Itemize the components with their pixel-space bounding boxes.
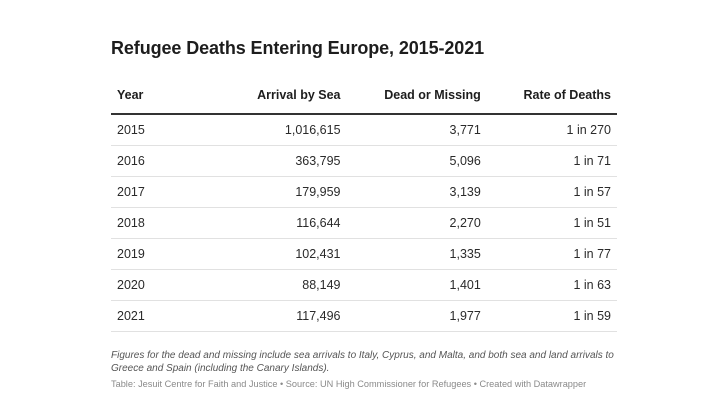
cell-dead-or-missing: 1,401: [346, 269, 487, 301]
cell-rate-of-deaths: 1 in 77: [486, 238, 617, 270]
table-row: 2021 117,496 1,977 1 in 59: [111, 300, 617, 332]
header-arrival-by-sea: Arrival by Sea: [209, 76, 347, 115]
table-card: Refugee Deaths Entering Europe, 2015-202…: [111, 36, 617, 390]
table-row: 2015 1,016,615 3,771 1 in 270: [111, 114, 617, 146]
cell-year: 2017: [111, 176, 210, 208]
cell-rate-of-deaths: 1 in 51: [486, 207, 617, 239]
cell-dead-or-missing: 3,771: [346, 114, 487, 146]
table-header: Year Arrival by Sea Dead or Missing Rate…: [111, 76, 617, 115]
cell-dead-or-missing: 3,139: [346, 176, 487, 208]
cell-year: 2021: [111, 300, 210, 332]
cell-dead-or-missing: 2,270: [346, 207, 487, 239]
header-year: Year: [111, 76, 210, 115]
cell-year: 2019: [111, 238, 210, 270]
table-source: Table: Jesuit Centre for Faith and Justi…: [111, 379, 587, 389]
cell-year: 2015: [111, 114, 210, 146]
header-dead-or-missing: Dead or Missing: [346, 76, 487, 115]
cell-dead-or-missing: 1,977: [346, 300, 487, 332]
cell-rate-of-deaths: 1 in 63: [486, 269, 617, 301]
header-row: Year Arrival by Sea Dead or Missing Rate…: [111, 76, 617, 115]
cell-arrival-by-sea: 88,149: [209, 269, 347, 301]
cell-arrival-by-sea: 116,644: [209, 207, 347, 239]
cell-year: 2020: [111, 269, 210, 301]
table-row: 2018 116,644 2,270 1 in 51: [111, 207, 617, 239]
cell-year: 2018: [111, 207, 210, 239]
table-title: Refugee Deaths Entering Europe, 2015-202…: [111, 38, 485, 58]
table-body: 2015 1,016,615 3,771 1 in 270 2016 363,7…: [111, 114, 617, 332]
data-table: Year Arrival by Sea Dead or Missing Rate…: [111, 76, 617, 332]
table-row: 2016 363,795 5,096 1 in 71: [111, 145, 617, 177]
table-row: 2017 179,959 3,139 1 in 57: [111, 176, 617, 208]
cell-arrival-by-sea: 117,496: [209, 300, 347, 332]
cell-arrival-by-sea: 363,795: [209, 145, 347, 177]
cell-dead-or-missing: 5,096: [346, 145, 487, 177]
table-notes: Figures for the dead and missing include…: [111, 350, 614, 374]
cell-arrival-by-sea: 179,959: [209, 176, 347, 208]
cell-arrival-by-sea: 102,431: [209, 238, 347, 270]
table-row: 2019 102,431 1,335 1 in 77: [111, 238, 617, 270]
cell-rate-of-deaths: 1 in 57: [486, 176, 617, 208]
cell-arrival-by-sea: 1,016,615: [209, 114, 347, 146]
cell-year: 2016: [111, 145, 210, 177]
cell-rate-of-deaths: 1 in 270: [486, 114, 617, 146]
cell-rate-of-deaths: 1 in 59: [486, 300, 617, 332]
cell-dead-or-missing: 1,335: [346, 238, 487, 270]
header-rate-of-deaths: Rate of Deaths: [486, 76, 617, 115]
table-row: 2020 88,149 1,401 1 in 63: [111, 269, 617, 301]
cell-rate-of-deaths: 1 in 71: [486, 145, 617, 177]
